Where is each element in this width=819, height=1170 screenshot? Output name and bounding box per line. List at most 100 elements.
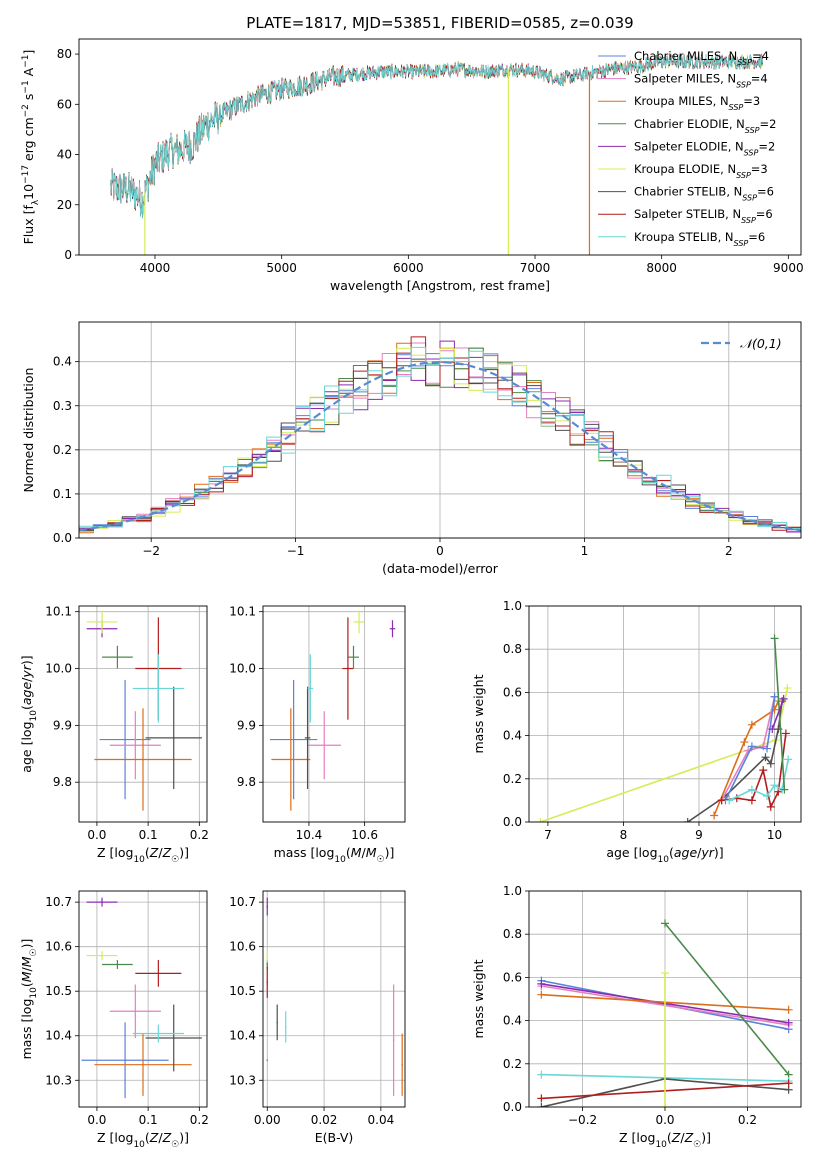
legend-label-name: Chabrier ELODIE, N [634,117,745,131]
legend-label-sub: SSP [729,103,744,112]
age-vs-mass-point-salpeter_elodie [391,627,394,630]
age-vs-z-xlabel: Z [log10(Z/Z☉)] [97,845,189,865]
hist-xlabel-part: (data-model)/error [382,561,499,576]
age-vs-z-point-salpeter_miles [134,744,137,747]
spectrum-ylabel-part: Flux [f [21,205,36,245]
age-vs-mass-xlabel-part: M [366,845,377,860]
age-vs-mass-point-salpeter_stelib [347,667,349,670]
mass-weight-vs-z-ytick-label-5: 1.0 [503,884,522,898]
mass-weight-vs-age-line-kroupa_elodie [540,687,789,822]
age-vs-z-xtick-label-1: 0.1 [139,828,158,842]
age-vs-mass-point-kroupa_stelib [309,687,312,690]
mass-weight-vs-age-marker-chabrier_elodie [770,634,779,643]
mass-vs-z-point-salpeter_stelib [157,972,160,975]
age-vs-mass-ytick-label-2: 10.0 [229,662,256,676]
mass-vs-z-point-kroupa_stelib [157,1032,160,1035]
mass-vs-z-point-chabrier_elodie [116,963,119,966]
spectrum-xlabel-part: wavelength [Angstrom, rest frame] [330,278,550,293]
mass-weight-vs-z-ytick-label-2: 0.4 [503,1014,522,1028]
mass-weight-vs-age-xlabel-part: age [674,845,698,860]
age-vs-z-panel: 0.0 0.1 0.29.89.910.010.1Z [log10(Z/Z☉)]ag… [19,605,209,865]
mass-vs-z-ytick-label-4: 10.7 [45,895,72,909]
age-vs-mass-xlabel: mass [log10(M/M☉)] [274,845,395,865]
spectrum-ylabel-part: −2 [21,104,31,117]
age-vs-mass-xtick-label-1: 10.6 [351,828,378,842]
mass-weight-vs-age-marker-kroupa_stelib [747,785,756,794]
age-vs-z-xtick-label-2: 0.2 [190,828,209,842]
mass-weight-vs-age-ytick-label-1: 0.2 [503,772,522,786]
mass-weight-vs-age-ytick-label-3: 0.6 [503,685,522,699]
legend-label-chabrier_stelib: Chabrier STELIB, NSSP=6 [634,185,774,203]
age-vs-z-ylabel-part: age [19,682,34,706]
mass-vs-ebv-ytick-label-2: 10.5 [229,984,256,998]
mass-vs-ebv-point-kroupa_stelib [284,1026,287,1028]
age-vs-z-point-chabrier_elodie [116,656,119,658]
age-vs-z-xlabel-part: 10 [133,855,145,865]
mass-vs-z-ytick-label-2: 10.5 [45,984,72,998]
mass-vs-ebv-point-chabrier_stelib [276,1021,279,1024]
mass-weight-vs-age-marker-chabrier_miles [763,744,771,753]
spectrum-xtick-label-3: 7000 [520,261,551,275]
mass-weight-vs-age-ytick-label-2: 0.4 [503,729,522,743]
mass-vs-ebv-ytick-label-1: 10.4 [229,1029,256,1043]
mass-weight-vs-age-line-chabrier_miles [724,696,776,801]
mass-weight-vs-age-marker-chabrier_stelib [761,753,770,762]
residual-histogram-frame [78,321,802,539]
age-vs-mass-point-kroupa_elodie [358,621,360,623]
age-vs-z-ytick-label-1: 9.9 [53,718,72,732]
spectrum-ylabel-part: 10 [21,184,36,200]
mass-weight-vs-age-marker-chabrier_miles [747,742,756,751]
legend-label-sub: SSP [734,238,749,247]
legend-label-sub: SSP [736,80,751,89]
mass-weight-vs-z-marker-kroupa_miles [784,1005,793,1014]
mass-weight-vs-z-ytick-label-0: 0.0 [503,1100,522,1114]
age-vs-z-xlabel-part: )] [179,845,189,860]
age-vs-mass-xlabel-part: / [362,845,367,860]
mass-vs-z-ylabel-part: 10 [29,987,39,999]
mass-weight-vs-age-xtick-label-2: 9 [695,828,703,842]
mass-weight-vs-age-marker-salpeter_elodie [779,694,788,703]
mass-vs-ebv-xtick-label-1: 0.02 [311,1113,338,1127]
mass-vs-z-ytick-label-1: 10.4 [45,1029,72,1043]
age-vs-mass-plot-area [269,610,396,811]
hist-xlabel: (data-model)/error [382,561,499,576]
mass-weight-vs-z-ytick-label-3: 0.6 [503,970,522,984]
mass-weight-vs-z-marker-chabrier_stelib [537,1103,546,1107]
mass-weight-vs-age-ylabel: mass weight [471,674,486,753]
legend-label-tail: =6 [748,230,765,244]
mass-weight-vs-z-xlabel-part: Z [684,1130,694,1145]
spectrum-ytick-label-1: 20 [57,198,72,212]
age-vs-z-plot-area [86,610,202,811]
hist-legend-label: 𝒩(0,1) [740,336,782,351]
legend-label-kroupa_elodie: Kroupa ELODIE, NSSP=3 [634,162,768,180]
mass-weight-vs-z-ytick-label-1: 0.2 [503,1057,522,1071]
mass-vs-ebv-point-kroupa_elodie [266,954,269,957]
age-vs-z-point-kroupa_elodie [101,621,103,623]
age-vs-z-ylabel-part: / [19,677,34,682]
spectrum-xtick-label-1: 5000 [266,261,297,275]
age-vs-z-xlabel-part: / [158,845,163,860]
mass-vs-z-xlabel-part: 10 [133,1140,145,1150]
legend-label-sub: SSP [742,193,757,202]
spectrum-ylabel: Flux [fλ10−17 erg cm−2 s−1 A−1] [21,50,41,245]
mass-weight-vs-z-xlabel-part: ☉ [693,1140,701,1150]
mass-vs-z-ylabel-part: )] [19,939,34,949]
mass-vs-ebv-point-salpeter_stelib [266,981,269,984]
mass-weight-vs-age-marker-chabrier_elodie [780,785,789,794]
mass-weight-vs-age-ytick-label-0: 0.0 [503,815,522,829]
mass-weight-vs-age-marker-kroupa_miles [740,738,749,747]
mass-vs-z-ylabel-part: / [19,966,34,971]
hist-ylabel: Normed distribution [21,368,36,493]
mass-weight-vs-z-xlabel-part: 10 [655,1140,667,1150]
age-vs-mass-point-chabrier_elodie [352,656,355,658]
legend-label-tail: =6 [757,185,774,199]
age-vs-z-ylabel-part: age [log [19,721,34,772]
legend-label-sub: SSP [736,171,751,180]
mass-weight-vs-age-marker-kroupa_stelib [770,781,779,790]
age-vs-mass-ytick-label-1: 9.9 [237,718,256,732]
legend-label-sub: SSP [744,148,759,157]
spectrum-ytick-label-3: 60 [57,97,72,111]
mass-weight-vs-age-xlabel-part: age [log [606,845,657,860]
